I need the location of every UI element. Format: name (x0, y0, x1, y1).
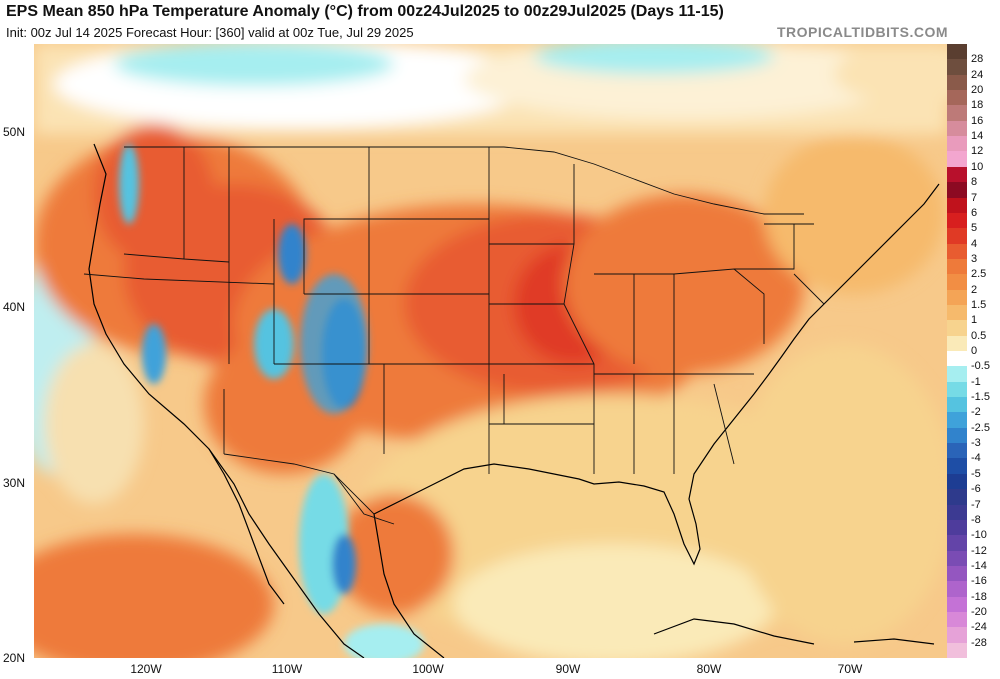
colorbar-label: -2 (971, 406, 981, 419)
lon-label-120w: 120W (130, 662, 162, 676)
colorbar-swatch (947, 304, 967, 321)
lon-label-70w: 70W (837, 662, 863, 676)
colorbar-label: 7 (971, 191, 978, 204)
colorbar-swatch (947, 397, 967, 413)
colorbar-swatch (947, 535, 967, 552)
colorbar-label: -2.5 (971, 421, 990, 434)
lat-label-50n: 50N (3, 125, 26, 139)
colorbar-label: 2 (971, 283, 978, 296)
lat-label-40n: 40N (3, 300, 26, 314)
colorbar-swatch (947, 274, 967, 291)
colorbar-label: 16 (971, 114, 984, 127)
anomaly-map-svg (34, 44, 947, 658)
lat-label-20n: 20N (3, 651, 26, 665)
colorbar-swatch (947, 504, 967, 521)
colorbar-swatch (947, 228, 967, 245)
colorbar-label: -24 (971, 621, 987, 634)
colorbar-label: 12 (971, 145, 984, 158)
lon-label-80w: 80W (696, 662, 722, 676)
colorbar-label: -18 (971, 590, 987, 603)
colorbar-swatch (947, 366, 967, 383)
colorbar-label: 14 (971, 130, 984, 143)
anomaly-map (34, 44, 947, 658)
colorbar-label: -1.5 (971, 391, 990, 404)
colorbar-label: 5 (971, 222, 978, 235)
lon-label-90w: 90W (555, 662, 581, 676)
colorbar-swatch (947, 212, 967, 229)
colorbar-swatch (947, 166, 967, 183)
colorbar-label: 8 (971, 176, 978, 189)
colorbar-swatch (947, 74, 967, 91)
colorbar-label: -10 (971, 529, 987, 542)
colorbar-swatch (947, 197, 967, 214)
colorbar-label: -12 (971, 544, 987, 557)
map-title: EPS Mean 850 hPa Temperature Anomaly (°C… (6, 3, 724, 20)
colorbar-label: -16 (971, 575, 987, 588)
colorbar-swatch (947, 320, 967, 337)
colorbar-swatch (947, 489, 967, 505)
colorbar-swatch (947, 105, 967, 122)
colorbar-label: -6 (971, 483, 981, 496)
colorbar-label: -4 (971, 452, 981, 465)
colorbar-label: -28 (971, 636, 987, 649)
colorbar-label: -14 (971, 559, 987, 572)
colorbar-swatch (947, 627, 967, 644)
colorbar-swatch (947, 427, 967, 444)
colorbar-swatch (947, 335, 967, 352)
colorbar-swatch (947, 136, 967, 152)
colorbar-label: 20 (971, 84, 984, 97)
colorbar-label: 2.5 (971, 268, 987, 281)
colorbar-swatch (947, 90, 967, 106)
colorbar-swatch (947, 59, 967, 76)
colorbar-swatch (947, 258, 967, 275)
colorbar-swatch (947, 642, 967, 659)
colorbar-label: -20 (971, 605, 987, 618)
colorbar-cap (947, 44, 967, 60)
colorbar-label: -0.5 (971, 360, 990, 373)
colorbar-swatch (947, 120, 967, 137)
colorbar-label: 24 (971, 68, 984, 81)
lon-label-100w: 100W (412, 662, 444, 676)
coastlines (88, 143, 940, 658)
brand-watermark: TROPICALTIDBITS.COM (776, 24, 948, 40)
colorbar (947, 44, 967, 659)
colorbar-swatch (947, 243, 967, 260)
cool-anomalies (119, 144, 424, 658)
colorbar-label: 18 (971, 99, 984, 112)
colorbar-swatch (947, 289, 967, 306)
lat-label-30n: 30N (3, 476, 26, 490)
colorbar-label: -5 (971, 467, 981, 480)
colorbar-label: 10 (971, 160, 984, 173)
colorbar-label: -7 (971, 498, 981, 511)
colorbar-swatch (947, 611, 967, 628)
lon-label-110w: 110W (271, 662, 303, 676)
colorbar-label: -3 (971, 437, 981, 450)
colorbar-swatch (947, 519, 967, 536)
colorbar-label: 1.5 (971, 298, 987, 311)
colorbar-label: 3 (971, 252, 978, 265)
colorbar-swatch (947, 412, 967, 429)
colorbar-label: 0.5 (971, 329, 987, 342)
colorbar-swatch (947, 182, 967, 198)
map-subtitle: Init: 00z Jul 14 2025 Forecast Hour: [36… (6, 25, 414, 40)
colorbar-swatch (947, 550, 967, 567)
colorbar-swatch (947, 458, 967, 475)
colorbar-label: 28 (971, 53, 984, 66)
colorbar-swatch (947, 581, 967, 598)
colorbar-swatch (947, 381, 967, 398)
colorbar-swatch (947, 151, 967, 168)
colorbar-label: -1 (971, 375, 981, 388)
colorbar-swatch (947, 596, 967, 613)
colorbar-label: 6 (971, 206, 978, 219)
colorbar-label: 4 (971, 237, 978, 250)
colorbar-swatch (947, 443, 967, 459)
colorbar-swatch (947, 351, 967, 367)
political-borders (83, 146, 825, 525)
colorbar-swatch (947, 565, 967, 582)
colorbar-label: 0 (971, 345, 978, 357)
colorbar-label: 1 (971, 314, 978, 327)
colorbar-label: -8 (971, 513, 981, 526)
colorbar-swatch (947, 473, 967, 490)
